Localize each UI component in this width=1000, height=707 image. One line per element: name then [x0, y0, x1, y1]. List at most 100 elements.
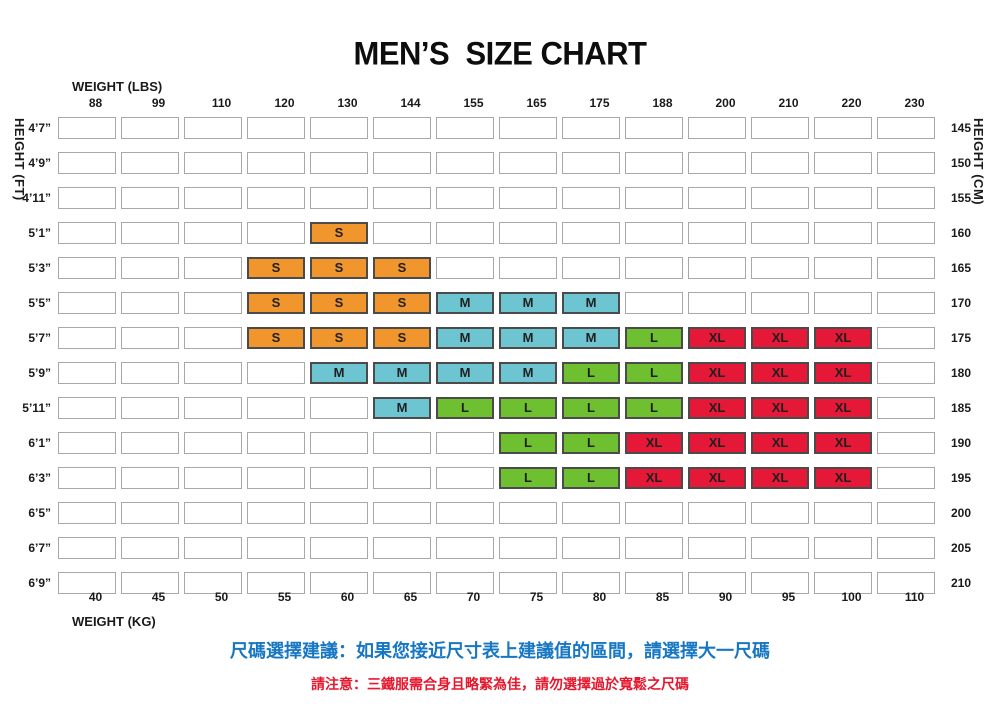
empty-cell — [877, 431, 935, 454]
size-grid-row: 4’9” 150 — [0, 145, 1000, 180]
empty-cell — [436, 431, 494, 454]
empty-cell — [436, 256, 494, 279]
height-cm-tick: 165 — [951, 260, 972, 275]
empty-cell — [688, 116, 746, 139]
size-cell-xl: XL — [688, 396, 746, 419]
size-grid-row: 5’3” S S S 165 — [0, 250, 1000, 285]
empty-cell — [562, 186, 620, 209]
empty-cell — [751, 151, 809, 174]
empty-cell — [247, 431, 305, 454]
size-cell-s: S — [247, 326, 305, 349]
empty-cell — [751, 186, 809, 209]
size-grid-cells: M M M M L L XL XL XL — [58, 361, 940, 384]
weight-lbs-tick-row: 88 99 110 120 130 144 155 165 175 188 200 210 220 230 — [64, 96, 946, 110]
empty-cell — [877, 361, 935, 384]
size-cell-m: M — [310, 361, 368, 384]
height-ft-tick: 4’7” — [28, 120, 51, 135]
empty-cell — [58, 221, 116, 244]
size-grid-cells: L L XL XL XL XL — [58, 431, 940, 454]
empty-cell — [625, 151, 683, 174]
empty-cell — [58, 536, 116, 559]
height-cm-tick: 145 — [951, 120, 972, 135]
empty-cell — [184, 151, 242, 174]
empty-cell — [499, 186, 557, 209]
size-cell-xl: XL — [814, 396, 872, 419]
empty-cell — [562, 571, 620, 594]
weight-kg-tick: 85 — [655, 590, 670, 604]
empty-cell — [247, 361, 305, 384]
empty-cell — [562, 151, 620, 174]
size-cell-l: L — [499, 396, 557, 419]
empty-cell — [499, 151, 557, 174]
height-cm-tick: 180 — [951, 365, 972, 380]
empty-cell — [58, 431, 116, 454]
empty-cell — [184, 186, 242, 209]
size-cell-m: M — [562, 291, 620, 314]
weight-lbs-tick: 155 — [463, 96, 484, 110]
size-cell-s: S — [247, 291, 305, 314]
empty-cell — [247, 536, 305, 559]
weight-lbs-tick: 175 — [589, 96, 610, 110]
empty-cell — [814, 571, 872, 594]
empty-cell — [751, 291, 809, 314]
empty-cell — [814, 256, 872, 279]
empty-cell — [58, 151, 116, 174]
empty-cell — [814, 291, 872, 314]
size-cell-m: M — [499, 326, 557, 349]
weight-kg-axis-label: WEIGHT (KG) — [72, 614, 156, 629]
empty-cell — [499, 536, 557, 559]
size-grid-row: 5’7” S S S M M M L XL XL XL 175 — [0, 320, 1000, 355]
empty-cell — [436, 536, 494, 559]
size-cell-s: S — [310, 326, 368, 349]
size-cell-xl: XL — [751, 326, 809, 349]
size-cell-xl: XL — [814, 326, 872, 349]
height-ft-tick: 6’1” — [28, 435, 51, 450]
size-cell-xl: XL — [814, 466, 872, 489]
size-grid-row: 6’3” L L XL XL XL XL 195 — [0, 460, 1000, 495]
weight-kg-tick: 70 — [466, 590, 481, 604]
size-cell-xl: XL — [688, 361, 746, 384]
weight-lbs-tick: 210 — [778, 96, 799, 110]
empty-cell — [373, 221, 431, 244]
size-grid-cells — [58, 571, 940, 594]
empty-cell — [499, 256, 557, 279]
empty-cell — [121, 291, 179, 314]
empty-cell — [121, 186, 179, 209]
empty-cell — [814, 151, 872, 174]
size-cell-xl: XL — [688, 431, 746, 454]
empty-cell — [877, 256, 935, 279]
empty-cell — [499, 571, 557, 594]
empty-cell — [625, 291, 683, 314]
empty-cell — [625, 501, 683, 524]
size-cell-m: M — [373, 361, 431, 384]
empty-cell — [121, 256, 179, 279]
weight-kg-tick: 65 — [403, 590, 418, 604]
empty-cell — [184, 291, 242, 314]
height-cm-tick: 155 — [951, 190, 972, 205]
empty-cell — [184, 571, 242, 594]
empty-cell — [58, 501, 116, 524]
height-cm-tick: 175 — [951, 330, 972, 345]
empty-cell — [625, 116, 683, 139]
empty-cell — [373, 466, 431, 489]
height-ft-tick: 6’7” — [28, 540, 51, 555]
empty-cell — [625, 221, 683, 244]
empty-cell — [184, 361, 242, 384]
weight-lbs-tick: 165 — [526, 96, 547, 110]
size-cell-l: L — [562, 466, 620, 489]
empty-cell — [562, 256, 620, 279]
weight-kg-tick: 50 — [214, 590, 229, 604]
empty-cell — [373, 116, 431, 139]
empty-cell — [877, 501, 935, 524]
empty-cell — [877, 151, 935, 174]
empty-cell — [58, 571, 116, 594]
empty-cell — [247, 116, 305, 139]
size-grid-cells: L L XL XL XL XL — [58, 466, 940, 489]
empty-cell — [247, 221, 305, 244]
height-ft-tick: 6’5” — [28, 505, 51, 520]
empty-cell — [688, 571, 746, 594]
page-title: MEN’S SIZE CHART — [353, 35, 647, 72]
empty-cell — [121, 466, 179, 489]
